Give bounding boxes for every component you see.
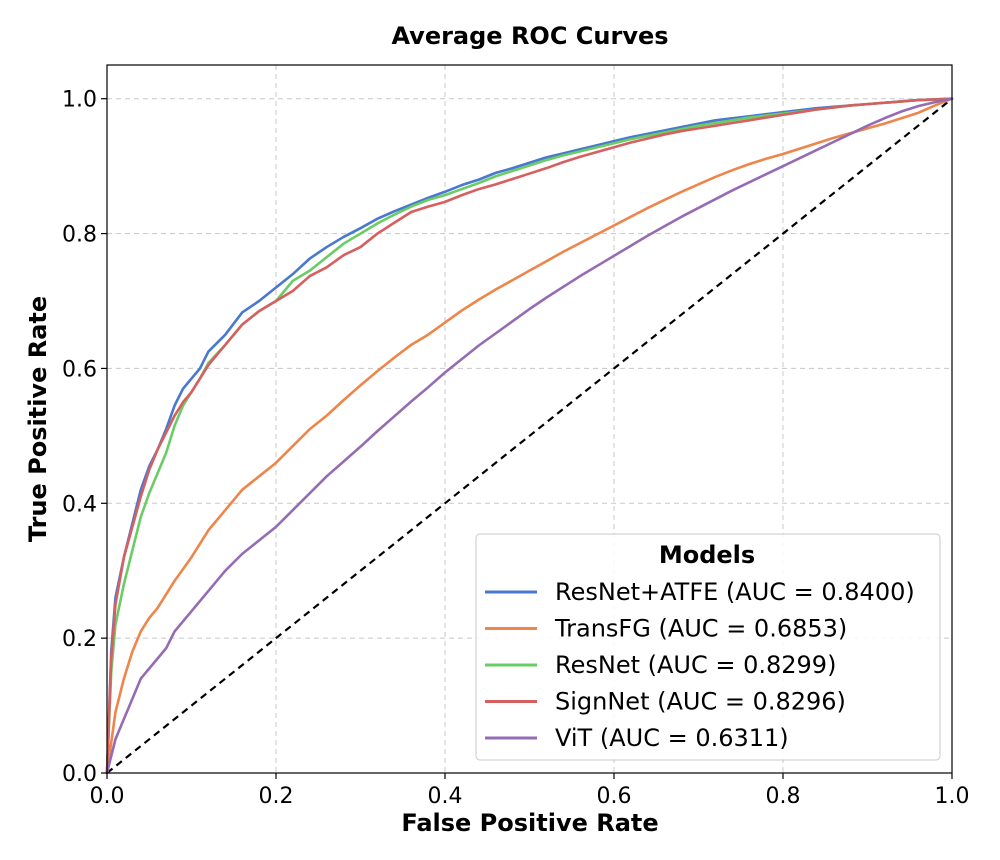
- y-axis-label: True Positive Rate: [24, 296, 52, 542]
- y-tick-label: 0.2: [62, 627, 97, 652]
- y-tick-label: 1.0: [62, 88, 97, 113]
- legend-label-signnet: SignNet (AUC = 0.8296): [555, 688, 846, 716]
- chance-baseline-line: [106, 97, 953, 774]
- legend-label-vit: ViT (AUC = 0.6311): [555, 724, 789, 752]
- series-line-resnet-atfe: [105, 97, 954, 775]
- y-tick-label: 0.8: [62, 223, 97, 248]
- y-tick-label: 0.4: [62, 492, 97, 517]
- x-tick-label: 1.0: [935, 784, 970, 809]
- y-tick-label: 0.0: [62, 762, 97, 787]
- baseline-layer: [106, 97, 953, 774]
- legend-label-transfg: TransFG (AUC = 0.6853): [554, 615, 847, 643]
- x-axis-label: False Positive Rate: [401, 809, 658, 837]
- y-tick-label: 0.6: [62, 357, 97, 382]
- x-tick-label: 0.6: [597, 784, 632, 809]
- legend-title: Models: [659, 541, 755, 569]
- x-tick-label: 0.8: [766, 784, 801, 809]
- x-tick-label: 0.0: [90, 784, 125, 809]
- chart-title: Average ROC Curves: [391, 22, 668, 50]
- y-axis-ticks: 0.0 0.2 0.4 0.6 0.8 1.0: [62, 88, 107, 787]
- legend-label-resnet-atfe: ResNet+ATFE (AUC = 0.8400): [555, 578, 915, 606]
- x-tick-label: 0.4: [428, 784, 463, 809]
- x-tick-label: 0.2: [259, 784, 294, 809]
- series-layer: [105, 97, 954, 775]
- series-line-transfg: [105, 97, 954, 775]
- legend-items: ResNet+ATFE (AUC = 0.8400) TransFG (AUC =…: [485, 578, 915, 752]
- legend-box: [475, 533, 941, 761]
- plot-frame: [106, 64, 953, 774]
- series-line-vit: [105, 97, 954, 775]
- series-line-signnet: [105, 97, 954, 775]
- legend-label-resnet: ResNet (AUC = 0.8299): [555, 651, 836, 679]
- legend: Models ResNet+ATFE (AUC = 0.8400) TransFG…: [475, 533, 941, 761]
- x-axis-ticks: 0.0 0.2 0.4 0.6 0.8 1.0: [90, 773, 970, 809]
